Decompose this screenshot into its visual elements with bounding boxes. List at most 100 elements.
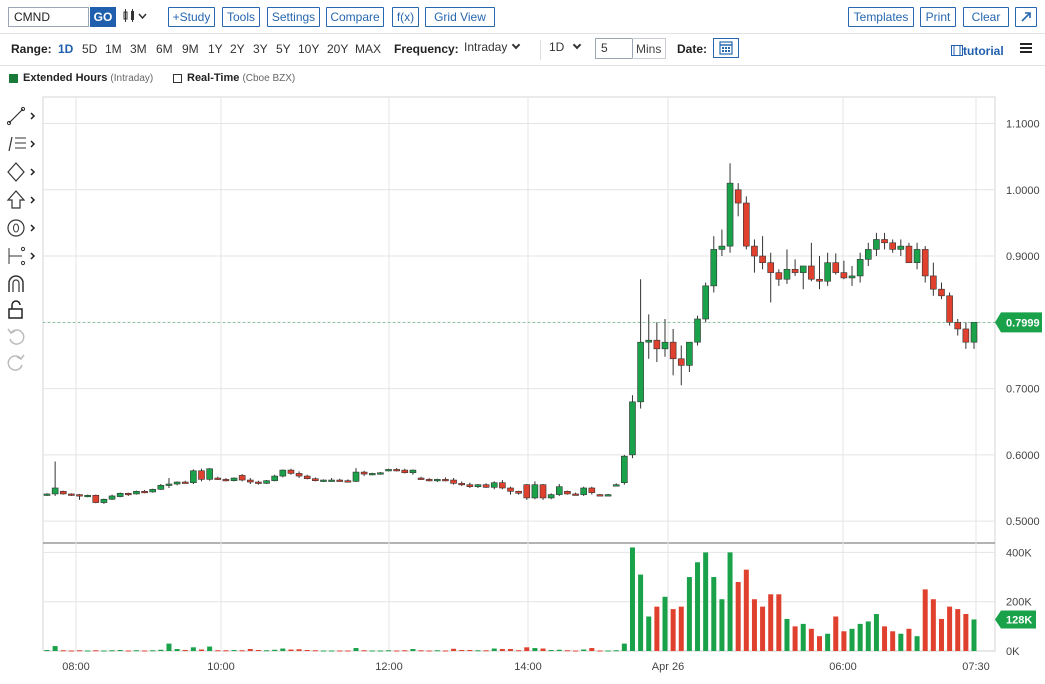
candle-body <box>808 265 815 280</box>
range-10y[interactable]: 10Y <box>298 42 320 56</box>
tutorial-link[interactable]: tutorial <box>951 44 1004 58</box>
candle-body <box>547 494 555 499</box>
volume-bar <box>369 650 375 652</box>
study-button[interactable]: +Study <box>168 7 215 27</box>
grid-view-button[interactable]: Grid View <box>425 7 495 27</box>
extended-hours-note: (Intraday) <box>110 73 154 84</box>
minutes-input[interactable]: 5 <box>595 38 633 59</box>
redo-icon[interactable] <box>6 351 40 373</box>
volume-bar <box>947 606 953 651</box>
volume-bar <box>499 649 505 651</box>
volume-bar <box>800 623 806 651</box>
volume-bar <box>117 650 123 652</box>
expand-button[interactable] <box>1015 7 1037 27</box>
menu-icon[interactable] <box>1020 43 1032 54</box>
range-max[interactable]: MAX <box>355 42 382 56</box>
range-9m[interactable]: 9M <box>182 42 199 56</box>
chevron-down-icon <box>573 40 582 50</box>
candle-body <box>490 482 498 488</box>
range-3y[interactable]: 3Y <box>253 42 268 56</box>
measure-tool-icon[interactable] <box>6 245 40 267</box>
range-2y[interactable]: 2Y <box>230 42 245 56</box>
last-price-tag <box>995 312 1042 333</box>
range-5y[interactable]: 5Y <box>276 42 291 56</box>
volume-bar <box>475 650 481 652</box>
volume-bar <box>434 650 440 652</box>
range-1y[interactable]: 1Y <box>208 42 223 56</box>
annotation-tool-icon[interactable] <box>6 217 40 239</box>
undo-icon[interactable] <box>6 325 40 347</box>
volume-bar <box>150 650 156 652</box>
volume-bar <box>304 650 310 652</box>
templates-button[interactable]: Templates <box>848 7 914 27</box>
candle-body <box>116 492 124 497</box>
candle-body <box>637 341 644 403</box>
candle-body <box>255 481 262 484</box>
trendline-tool-icon[interactable] <box>6 105 40 127</box>
volume-bar <box>361 650 367 652</box>
volume-bar <box>922 589 928 651</box>
range-1m[interactable]: 1M <box>105 42 122 56</box>
calendar-icon <box>719 41 733 55</box>
magnet-icon[interactable] <box>6 273 40 295</box>
candle-body <box>393 469 400 472</box>
chart-type-dropdown[interactable] <box>123 9 151 26</box>
time-tick-label: 12:00 <box>375 661 403 673</box>
range-5d[interactable]: 5D <box>82 42 98 56</box>
candle-body <box>165 483 173 486</box>
volume-bar <box>670 609 676 651</box>
last-volume-label: 128K <box>1006 614 1032 626</box>
volume-bar <box>296 649 302 651</box>
volume-bar <box>109 650 115 652</box>
volume-bar <box>743 569 749 651</box>
compare-button[interactable]: Compare <box>326 7 384 27</box>
date-picker-button[interactable] <box>713 38 739 58</box>
time-tick-label: 14:00 <box>514 661 542 673</box>
range-6m[interactable]: 6M <box>156 42 173 56</box>
price-tick-label: 0.9000 <box>1006 251 1040 263</box>
candle-body <box>629 401 636 456</box>
settings-button[interactable]: Settings <box>267 7 320 27</box>
interval-dropdown[interactable]: 1D <box>549 40 582 54</box>
shape-tool-icon[interactable] <box>6 161 40 183</box>
candle-body <box>645 339 653 343</box>
volume-bar <box>418 650 424 652</box>
frequency-dropdown[interactable]: Intraday <box>464 40 521 54</box>
volume-bar <box>77 650 83 652</box>
go-button[interactable]: GO <box>90 7 116 27</box>
volume-bar <box>678 606 684 651</box>
clear-button[interactable]: Clear <box>963 7 1009 27</box>
volume-bar <box>459 650 465 652</box>
print-button[interactable]: Print <box>920 7 956 27</box>
fibonacci-tool-icon[interactable] <box>6 133 40 155</box>
realtime-checkbox[interactable] <box>173 74 182 83</box>
candle-body <box>312 478 319 481</box>
extended-hours-checkbox[interactable] <box>9 74 18 83</box>
volume-bar <box>825 633 831 651</box>
range-20y[interactable]: 20Y <box>327 42 349 56</box>
symbol-input[interactable] <box>8 7 89 27</box>
plot-frame <box>42 96 996 652</box>
range-3m[interactable]: 3M <box>130 42 147 56</box>
volume-bar <box>833 616 839 651</box>
candle-body <box>726 182 734 247</box>
candle-body <box>409 469 417 474</box>
tools-button[interactable]: Tools <box>222 7 260 27</box>
volume-bar <box>930 599 936 651</box>
volume-bar <box>60 650 66 652</box>
candle-body <box>84 494 91 498</box>
candle-body <box>856 259 864 277</box>
arrow-tool-icon[interactable] <box>6 189 40 211</box>
volume-bar <box>556 649 562 651</box>
top-toolbar: GO +Study Tools Settings Compare f(x) Gr… <box>0 0 1045 34</box>
lock-icon[interactable] <box>6 299 40 321</box>
candle-body <box>157 485 165 490</box>
fx-button[interactable]: f(x) <box>392 7 419 27</box>
volume-bar <box>52 646 58 651</box>
volume-bar <box>638 574 644 651</box>
volume-bar <box>280 648 286 651</box>
range-1d[interactable]: 1D <box>58 42 74 56</box>
candle-body <box>360 471 368 475</box>
volume-bar <box>426 650 432 652</box>
